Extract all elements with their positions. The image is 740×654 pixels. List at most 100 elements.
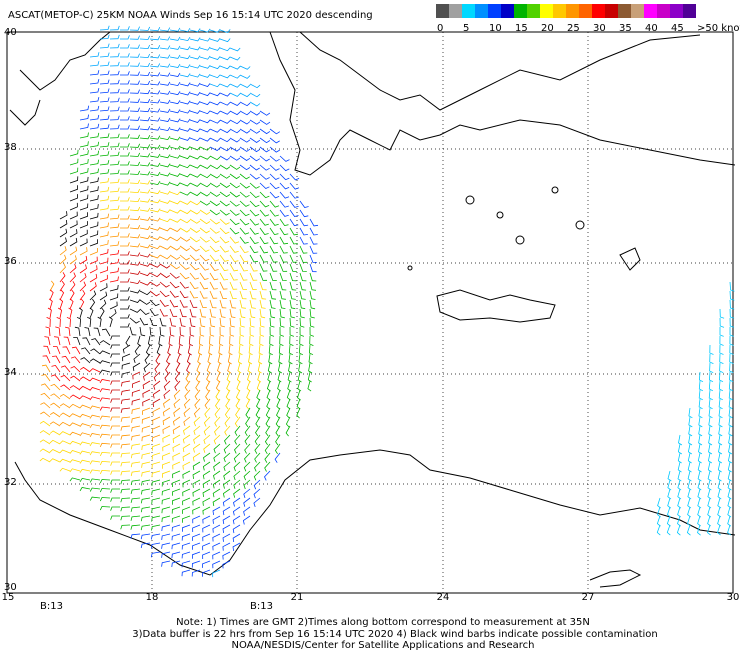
wind-barb [149,144,161,149]
wind-barb [159,145,171,150]
wind-barb [239,317,245,328]
wind-barb [202,461,211,471]
wind-barb [278,353,283,365]
wind-barb [149,162,161,167]
wind-barb [141,470,151,477]
wind-barb [159,254,171,260]
wind-barb [50,374,61,382]
wind-barb [239,308,246,319]
wind-barb [120,251,130,256]
wind-barb [239,92,251,98]
wind-barb [308,344,314,356]
wind-barb [87,316,92,328]
wind-barb [197,353,202,365]
lon-label: 24 [437,592,450,603]
wind-barb [194,398,201,409]
wind-barb [269,236,279,245]
legend-swatch [605,4,618,18]
wind-barb [129,234,141,239]
wind-barb [49,430,61,436]
wind-barb [259,191,270,199]
wind-barb [236,371,241,383]
wind-barb [99,451,111,457]
wind-barb [179,64,191,69]
wind-barb [172,452,181,461]
wind-barb [182,443,191,453]
wind-barb [79,468,91,473]
wind-barb [59,467,71,472]
wind-barb [169,263,181,270]
wind-barb [687,497,692,509]
wind-barb [99,195,110,202]
wind-barb [179,254,190,261]
wind-barb [209,263,219,271]
wind-barb [269,218,279,226]
wind-barb [204,407,211,418]
wind-barb [236,380,241,392]
wind-barb [131,398,141,406]
wind-barb [259,308,266,319]
wind-barb [149,254,161,259]
legend-swatch [501,4,514,18]
wind-barb [140,542,151,549]
wind-barb [212,479,221,489]
wind-barb [212,497,221,507]
wind-barb [120,125,130,130]
wind-barb [139,317,149,326]
wind-barb [203,452,211,462]
wind-barb [227,362,232,374]
lon-label: 30 [727,592,740,603]
wind-barb [169,91,181,96]
wind-barb [209,182,221,188]
wind-barb [110,335,120,340]
wind-barb [99,61,110,67]
wind-barb [172,479,181,487]
wind-barb [159,172,171,177]
wind-barb [89,195,99,202]
wind-barb [120,215,130,220]
wind-barb [228,344,233,356]
wind-barb [309,263,317,273]
wind-barb [159,154,171,159]
wind-barb [152,398,161,408]
wind-barb [129,62,140,67]
wind-barb [279,272,287,281]
wind-barb [219,173,231,179]
wind-barb [239,254,249,263]
wind-barb [120,152,130,157]
wind-barb [219,335,224,347]
legend-swatch [566,4,579,18]
wind-barb [309,290,316,300]
wind-barb [169,281,180,289]
wind-barb [129,317,140,324]
wind-barb [139,189,151,194]
wind-barb [171,542,181,550]
wind-barb [159,90,171,95]
wind-barb [209,65,221,70]
legend-label: 30 [593,23,606,34]
wind-barb [234,425,241,436]
wind-barb [688,434,693,446]
wind-barb [269,155,280,162]
wind-barb [189,263,200,271]
wind-barb [269,299,276,309]
wind-barb [269,245,278,254]
wind-barb [99,97,110,103]
wind-barb [255,425,261,437]
wind-barb [219,227,230,235]
wind-barb [212,506,221,515]
wind-barb [219,38,231,43]
wind-barb [219,254,229,262]
wind-barb [159,200,171,204]
wind-barb [226,380,231,392]
wind-barb [209,209,221,216]
wind-barb [139,71,151,77]
wind-barb [289,290,296,300]
wind-barb [198,344,203,356]
wind-barb [109,25,120,31]
wind-barb [162,461,171,469]
wind-barb [233,452,241,463]
wind-barb [249,83,261,89]
wind-barb [110,479,120,484]
wind-barb [110,398,120,403]
